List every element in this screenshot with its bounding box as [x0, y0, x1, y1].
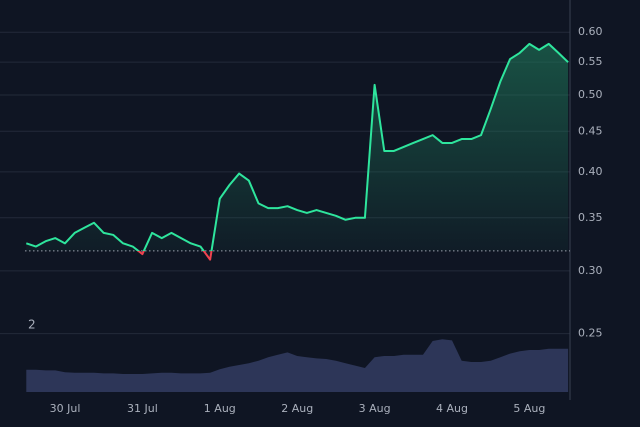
- y-tick-label: 0.50: [578, 88, 603, 101]
- x-tick-label: 3 Aug: [359, 402, 391, 415]
- y-tick-label: 0.30: [578, 264, 603, 277]
- y-tick-label: 0.55: [578, 55, 603, 68]
- watermark: 2: [28, 318, 36, 332]
- y-tick-label: 0.25: [578, 327, 603, 340]
- price-line: [25, 42, 569, 261]
- y-tick-label: 0.60: [578, 25, 603, 38]
- y-tick-label: 0.40: [578, 165, 603, 178]
- x-tick-label: 30 Jul: [50, 402, 81, 415]
- volume-area: [26, 339, 569, 392]
- x-tick-label: 31 Jul: [127, 402, 158, 415]
- y-tick-label: 0.35: [578, 211, 603, 224]
- x-tick-label: 2 Aug: [281, 402, 313, 415]
- x-tick-label: 4 Aug: [436, 402, 468, 415]
- y-tick-label: 0.45: [578, 124, 603, 137]
- x-tick-label: 5 Aug: [513, 402, 545, 415]
- x-tick-label: 1 Aug: [204, 402, 236, 415]
- price-area: [26, 43, 569, 260]
